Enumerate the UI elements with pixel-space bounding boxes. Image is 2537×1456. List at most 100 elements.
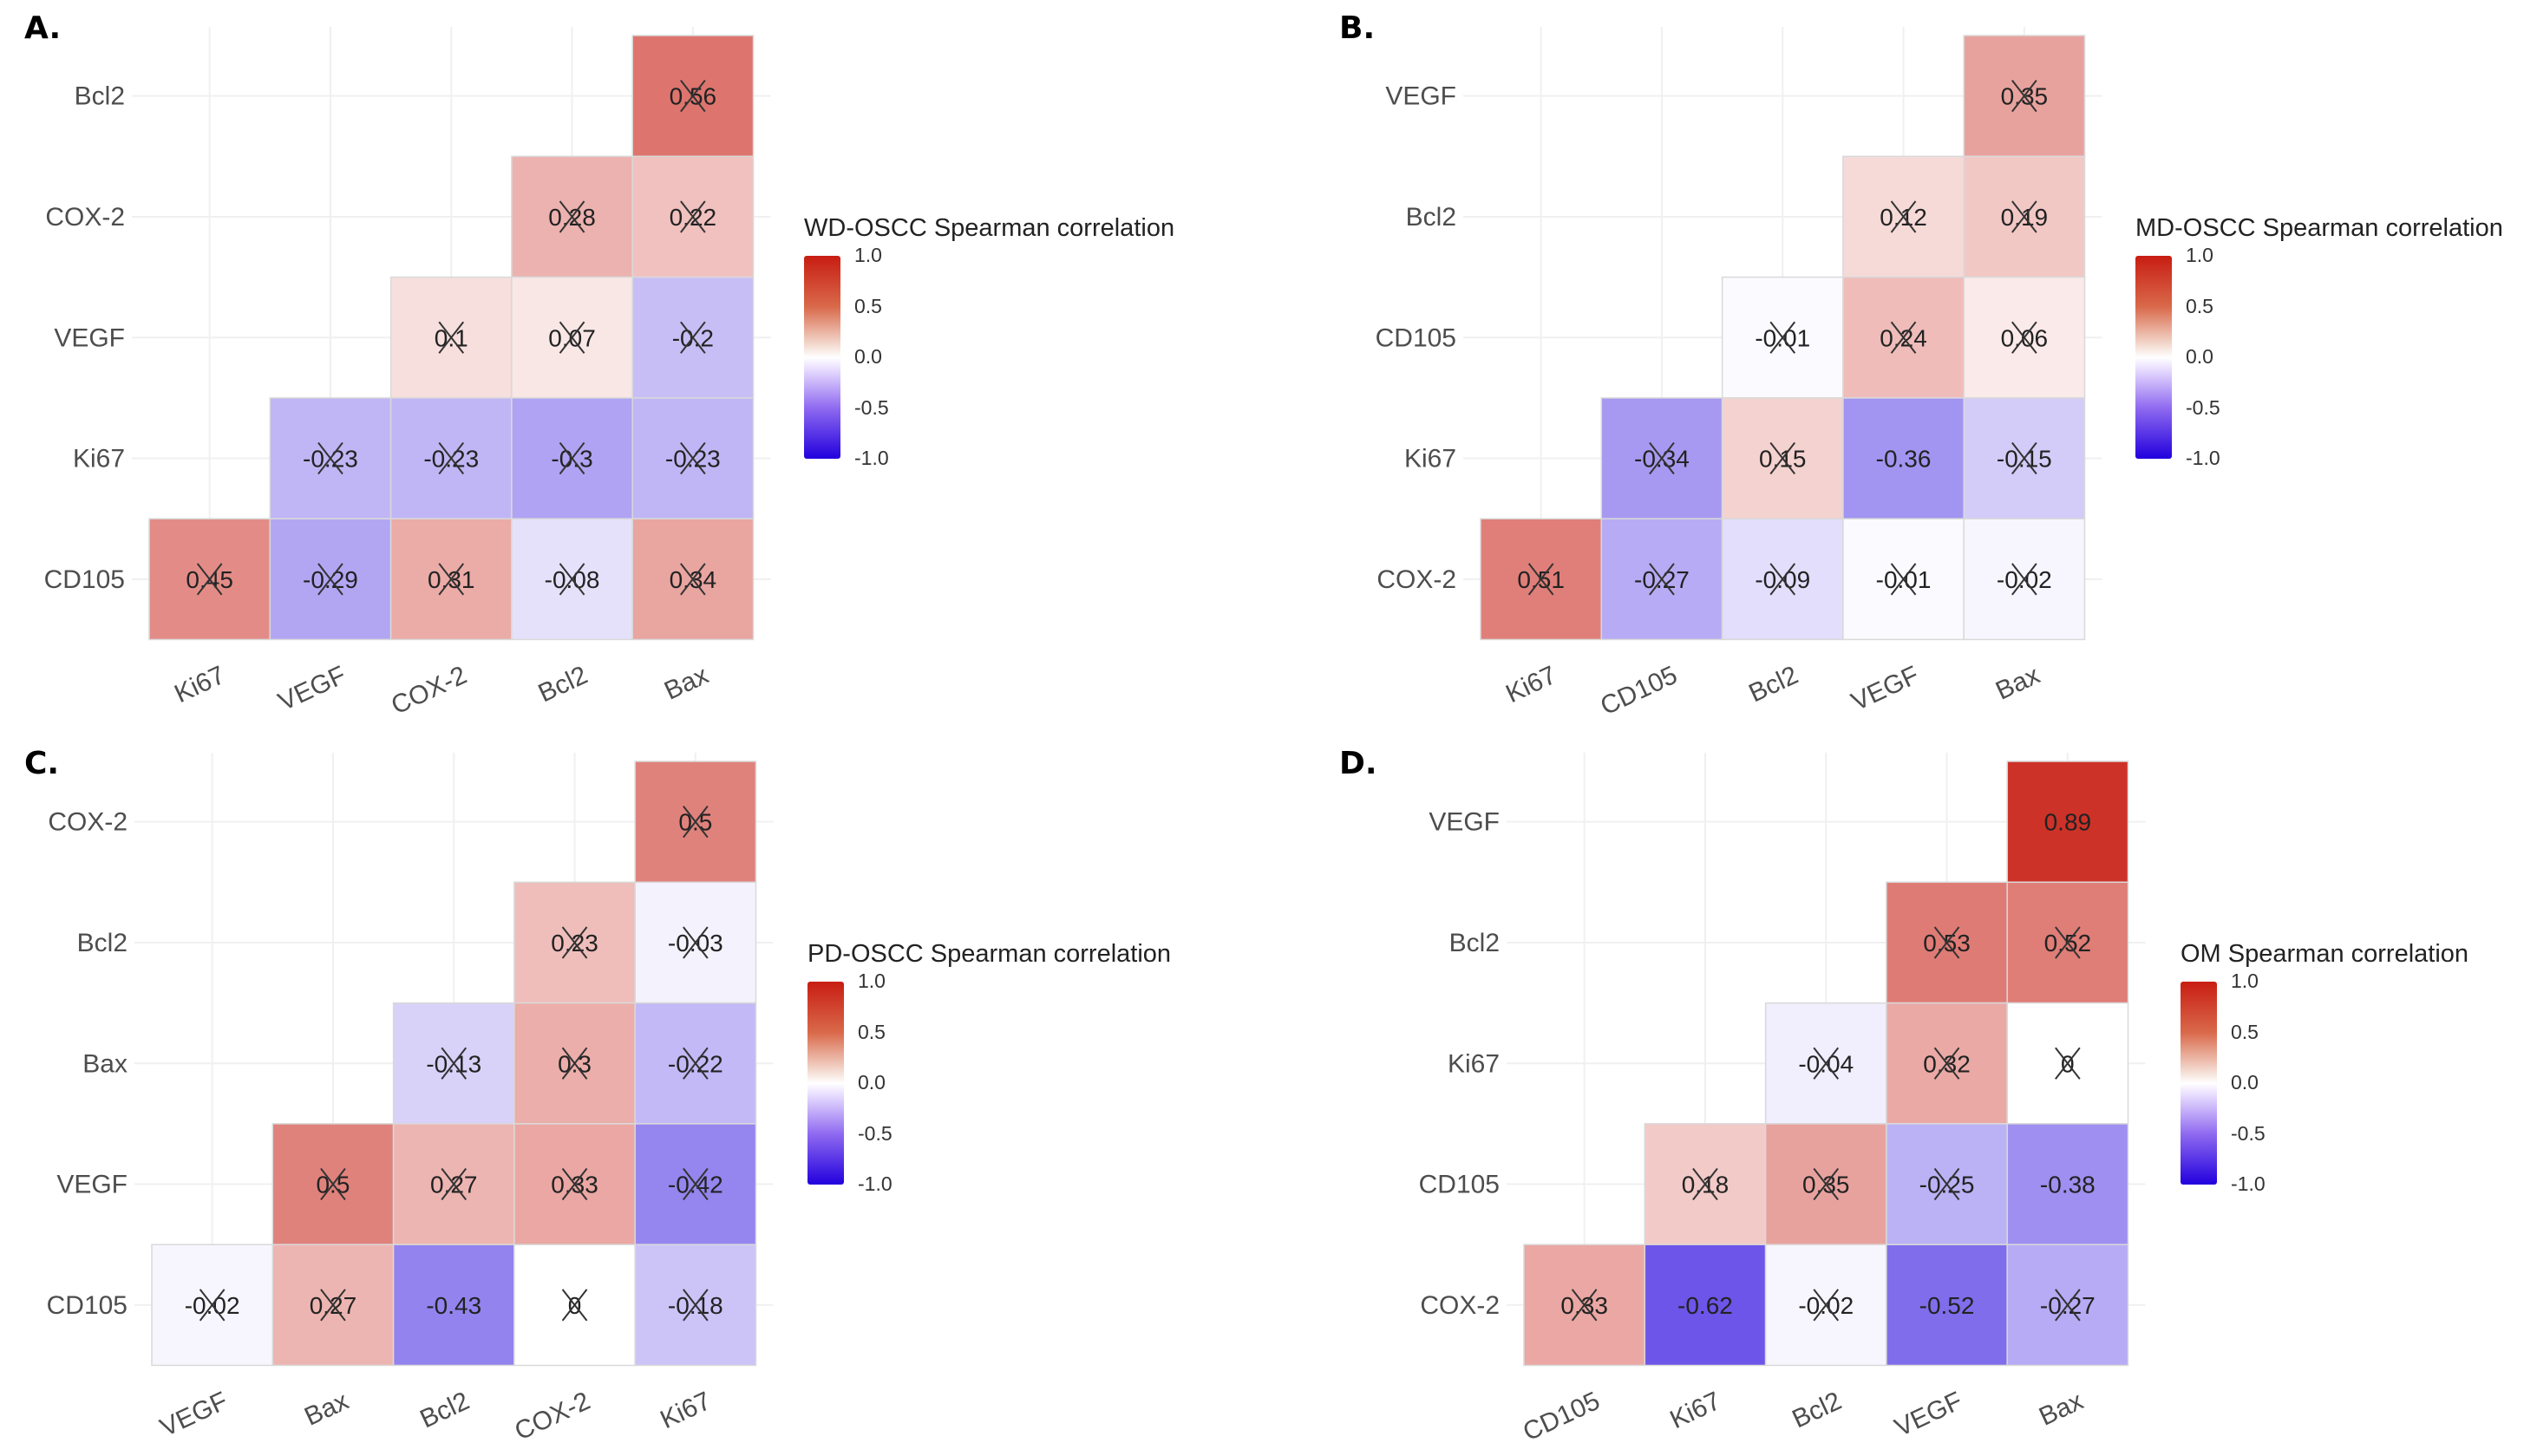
row-label: Bax [82, 1049, 128, 1078]
colorbar-tick-label: 1.0 [2186, 244, 2213, 266]
heatmap-cell: -0.23 [389, 397, 513, 519]
nonsignificant-cross-icon [438, 321, 465, 354]
nonsignificant-cross-icon [1649, 563, 1675, 596]
heatmap-cell: -0.03 [634, 881, 757, 1004]
nonsignificant-cross-icon [320, 1289, 346, 1322]
column-label: Bax [2035, 1387, 2088, 1432]
colorbar-tick-label: 1.0 [854, 244, 882, 266]
row-label: Bcl2 [1449, 929, 1500, 957]
nonsignificant-cross-icon [1769, 441, 1796, 475]
panel-label: A. [24, 10, 62, 46]
heatmap-cell: -0.01 [1721, 276, 1844, 399]
cell-value-label: -0.62 [1677, 1292, 1733, 1319]
nonsignificant-cross-icon [438, 441, 465, 475]
cell-rect [392, 1244, 515, 1367]
heatmap-cell: -0.62 [1644, 1244, 1767, 1367]
row-label: VEGF [54, 323, 125, 352]
panel-label: C. [24, 746, 60, 781]
heatmap-cell: -0.02 [151, 1244, 274, 1367]
colorbar-tick-label: -1.0 [2186, 447, 2220, 469]
nonsignificant-cross-icon [680, 200, 706, 233]
nonsignificant-cross-icon [2011, 563, 2037, 596]
row-label: Ki67 [1404, 445, 1456, 473]
heatmap-cell: -0.09 [1721, 518, 1844, 641]
heatmap-cell: -0.3 [511, 397, 633, 519]
nonsignificant-cross-icon [2011, 80, 2037, 113]
cell-rect [2006, 761, 2129, 884]
nonsignificant-cross-icon [683, 1167, 709, 1201]
heatmap-cell: 0.53 [1886, 881, 2008, 1004]
heatmap-cell: 0.45 [148, 518, 271, 641]
cell-value-label: -0.52 [1919, 1292, 1975, 1319]
colorbar-tick-label: 1.0 [2231, 970, 2259, 992]
nonsignificant-cross-icon [683, 926, 709, 959]
panel-label: D. [1339, 746, 1377, 781]
heatmap-cell: 0 [513, 1244, 636, 1367]
colorbar-tick-label: 0.5 [858, 1020, 886, 1043]
legend-title: PD-OSCC Spearman correlation [808, 940, 1172, 968]
row-label: COX-2 [1376, 565, 1456, 594]
nonsignificant-cross-icon [441, 1167, 468, 1201]
nonsignificant-cross-icon [680, 80, 706, 113]
row-label: Bcl2 [75, 82, 125, 111]
heatmap-cell: -0.04 [1764, 1002, 1887, 1125]
heatmap-cell: -0.18 [634, 1244, 757, 1367]
nonsignificant-cross-icon [2011, 321, 2037, 354]
heatmap-cell: 0.51 [1480, 518, 1603, 641]
colorbar-tick-label: 0.0 [2231, 1071, 2259, 1094]
nonsignificant-cross-icon [1527, 563, 1554, 596]
heatmap-cell: -0.02 [1963, 518, 2086, 641]
row-label: Ki67 [73, 445, 125, 473]
heatmap-cell: 0.15 [1721, 397, 1844, 519]
heatmap-cell: 0.56 [631, 35, 755, 158]
colorbar [808, 982, 844, 1185]
heatmap-cell: 0.35 [1764, 1123, 1887, 1245]
nonsignificant-cross-icon [199, 1289, 226, 1322]
nonsignificant-cross-icon [1933, 926, 1960, 959]
column-label: Bcl2 [1788, 1387, 1846, 1434]
nonsignificant-cross-icon [561, 1289, 588, 1322]
nonsignificant-cross-icon [680, 321, 706, 354]
heatmap-cell: -0.42 [634, 1123, 757, 1245]
row-label: COX-2 [45, 203, 125, 232]
nonsignificant-cross-icon [1933, 1047, 1960, 1080]
cell-rect [1886, 1244, 2008, 1367]
nonsignificant-cross-icon [196, 563, 223, 596]
nonsignificant-cross-icon [559, 441, 585, 475]
nonsignificant-cross-icon [317, 563, 343, 596]
heatmap-cell: 0.5 [271, 1123, 395, 1245]
heatmap-cell: 0.06 [1963, 276, 2086, 399]
heatmap-cell: 0.34 [631, 518, 755, 641]
heatmap-cell: 0.18 [1644, 1123, 1767, 1245]
colorbar-tick-label: -0.5 [854, 395, 889, 419]
colorbar-tick-label: 0.5 [2186, 294, 2213, 317]
nonsignificant-cross-icon [2055, 926, 2081, 959]
heatmap-cell: 0.24 [1842, 276, 1965, 399]
row-label: CD105 [44, 565, 125, 594]
colorbar-tick-label: -0.5 [2231, 1121, 2266, 1145]
nonsignificant-cross-icon [1813, 1047, 1840, 1080]
legend-title: MD-OSCC Spearman correlation [2135, 214, 2503, 242]
heatmap-cell: 0.3 [513, 1002, 636, 1125]
nonsignificant-cross-icon [1890, 563, 1917, 596]
heatmap-cell: -0.2 [631, 276, 755, 399]
colorbar-tick-label: 0.5 [2231, 1020, 2259, 1043]
nonsignificant-cross-icon [1692, 1167, 1718, 1201]
nonsignificant-cross-icon [680, 441, 706, 475]
nonsignificant-cross-icon [559, 200, 585, 233]
nonsignificant-cross-icon [561, 926, 588, 959]
heatmap-cell: -0.13 [392, 1002, 515, 1125]
heatmap-cell: -0.15 [1963, 397, 2086, 519]
nonsignificant-cross-icon [1890, 321, 1917, 354]
row-label: Ki67 [1448, 1049, 1500, 1078]
panel-label: B. [1339, 10, 1376, 46]
colorbar-tick-label: -1.0 [854, 447, 889, 469]
nonsignificant-cross-icon [1933, 1167, 1960, 1201]
nonsignificant-cross-icon [1649, 441, 1675, 475]
heatmap-cell: -0.36 [1842, 397, 1965, 519]
heatmap-cell: 0.32 [1886, 1002, 2008, 1125]
nonsignificant-cross-icon [1769, 321, 1796, 354]
cell-value-label: -0.36 [1876, 446, 1932, 473]
